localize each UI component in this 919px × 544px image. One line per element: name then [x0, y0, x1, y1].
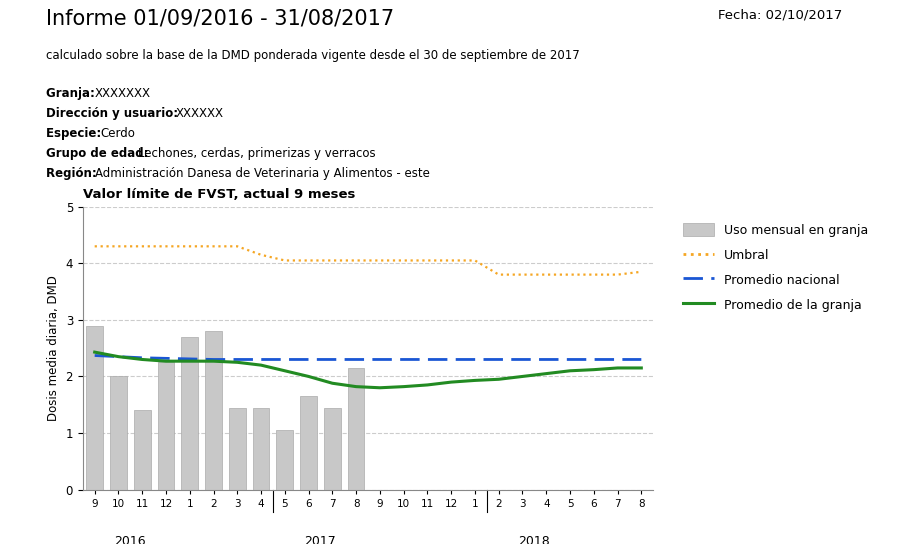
- Bar: [253, 407, 269, 490]
- Text: Informe 01/09/2016 - 31/08/2017: Informe 01/09/2016 - 31/08/2017: [46, 9, 393, 29]
- Text: Grupo de edad:: Grupo de edad:: [46, 147, 153, 160]
- Text: 2017: 2017: [304, 535, 336, 544]
- Text: Administración Danesa de Veterinaria y Alimentos - este: Administración Danesa de Veterinaria y A…: [95, 167, 429, 180]
- Bar: [347, 368, 364, 490]
- Text: Especie:: Especie:: [46, 127, 106, 140]
- Bar: [205, 331, 221, 490]
- Text: Fecha: 02/10/2017: Fecha: 02/10/2017: [717, 9, 841, 22]
- Bar: [181, 337, 198, 490]
- Legend: Uso mensual en granja, Umbral, Promedio nacional, Promedio de la granja: Uso mensual en granja, Umbral, Promedio …: [677, 218, 872, 317]
- Bar: [86, 325, 103, 490]
- Bar: [134, 410, 151, 490]
- Text: Valor límite de FVST, actual 9 meses: Valor límite de FVST, actual 9 meses: [83, 188, 355, 201]
- Text: XXXXXX: XXXXXX: [176, 107, 223, 120]
- Bar: [323, 407, 340, 490]
- Text: Cerdo: Cerdo: [101, 127, 136, 140]
- Text: calculado sobre la base de la DMD ponderada vigente desde el 30 de septiembre de: calculado sobre la base de la DMD ponder…: [46, 49, 579, 61]
- Text: Región:: Región:: [46, 167, 101, 180]
- Bar: [110, 376, 127, 490]
- Text: XXXXXXX: XXXXXXX: [95, 87, 151, 100]
- Text: Lechones, cerdas, primerizas y verracos: Lechones, cerdas, primerizas y verracos: [138, 147, 376, 160]
- Bar: [277, 430, 293, 490]
- Bar: [157, 362, 174, 490]
- Y-axis label: Dosis media diaria, DMD: Dosis media diaria, DMD: [47, 275, 60, 421]
- Text: 2016: 2016: [114, 535, 146, 544]
- Bar: [300, 396, 316, 490]
- Text: 2018: 2018: [518, 535, 550, 544]
- Text: Granja:: Granja:: [46, 87, 99, 100]
- Text: Dirección y usuario:: Dirección y usuario:: [46, 107, 182, 120]
- Bar: [229, 407, 245, 490]
